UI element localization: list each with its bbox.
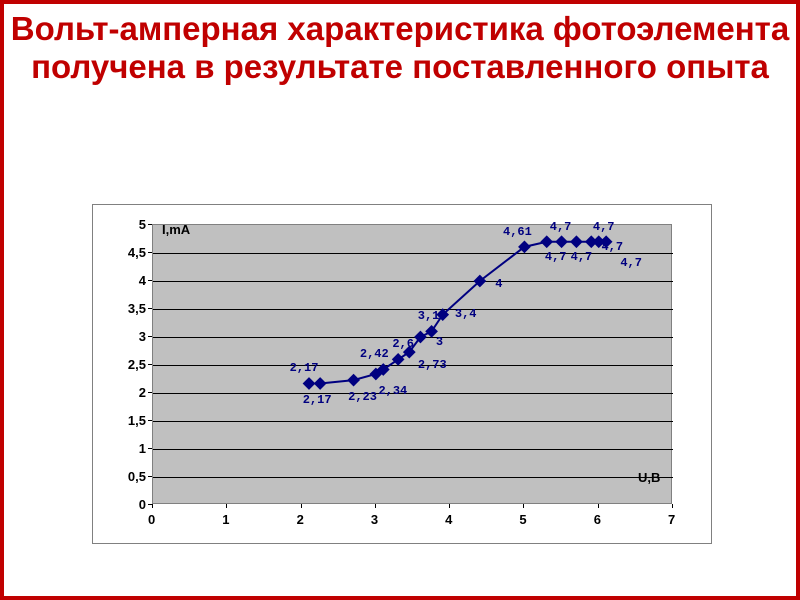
- y-tick-label: 0: [139, 497, 146, 512]
- y-tick-label: 2: [139, 385, 146, 400]
- x-tick: [672, 504, 673, 508]
- slide: Вольт-амперная характеристика фотоэлемен…: [0, 0, 800, 600]
- data-label: 2,6: [392, 337, 414, 351]
- data-marker: [570, 235, 583, 248]
- data-label: 2,73: [418, 358, 447, 372]
- data-label: 4,7: [601, 240, 623, 254]
- y-tick: [148, 392, 152, 393]
- data-label: 2,17: [290, 361, 319, 375]
- y-tick-label: 3,5: [128, 301, 146, 316]
- data-label: 2,42: [360, 347, 389, 361]
- x-axis-title: U,B: [638, 470, 660, 485]
- data-label: 4: [495, 277, 502, 291]
- data-label: 4,7: [571, 250, 593, 264]
- data-label: 2,23: [348, 390, 377, 404]
- data-marker: [303, 377, 316, 390]
- data-label: 4,7: [593, 220, 615, 234]
- x-tick-label: 4: [445, 512, 452, 527]
- y-tick-label: 4: [139, 273, 146, 288]
- data-label: 4,61: [503, 225, 532, 239]
- series: [153, 225, 673, 505]
- y-tick: [148, 252, 152, 253]
- y-axis-title: I,mA: [162, 222, 190, 237]
- x-tick-label: 6: [594, 512, 601, 527]
- y-tick-label: 4,5: [128, 245, 146, 260]
- slide-inner: Вольт-амперная характеристика фотоэлемен…: [4, 4, 796, 596]
- x-tick-label: 0: [148, 512, 155, 527]
- x-tick: [449, 504, 450, 508]
- data-label: 4,7: [550, 220, 572, 234]
- y-tick: [148, 476, 152, 477]
- plot-area: [152, 224, 672, 504]
- x-tick: [598, 504, 599, 508]
- data-label: 2,17: [303, 393, 332, 407]
- iv-chart: I,mA U,B 0 0,5 1 1,5 2 2,5 3 3,5 4 4,5 5 0 1 2 3 4 5 6 7 2,…: [92, 204, 712, 544]
- data-label: 4,7: [545, 250, 567, 264]
- x-tick: [523, 504, 524, 508]
- data-label: 4,7: [620, 256, 642, 270]
- x-tick-label: 5: [519, 512, 526, 527]
- y-tick: [148, 224, 152, 225]
- y-tick: [148, 448, 152, 449]
- x-tick: [226, 504, 227, 508]
- data-label: 3,4: [455, 307, 477, 321]
- y-tick-label: 3: [139, 329, 146, 344]
- y-tick-label: 1,5: [128, 413, 146, 428]
- y-tick: [148, 308, 152, 309]
- data-label: 2,34: [378, 384, 407, 398]
- y-tick: [148, 420, 152, 421]
- page-title: Вольт-амперная характеристика фотоэлемен…: [4, 4, 796, 86]
- y-tick-label: 2,5: [128, 357, 146, 372]
- data-label: 3: [436, 335, 443, 349]
- data-marker: [540, 235, 553, 248]
- y-tick-label: 1: [139, 441, 146, 456]
- y-tick: [148, 280, 152, 281]
- x-tick-label: 2: [297, 512, 304, 527]
- x-tick-label: 1: [222, 512, 229, 527]
- y-tick-label: 5: [139, 217, 146, 232]
- x-tick-label: 3: [371, 512, 378, 527]
- x-tick: [301, 504, 302, 508]
- data-label: 3,1: [418, 309, 440, 323]
- data-marker: [347, 374, 360, 387]
- x-tick: [152, 504, 153, 508]
- x-tick-label: 7: [668, 512, 675, 527]
- x-tick: [375, 504, 376, 508]
- y-tick: [148, 336, 152, 337]
- data-marker: [314, 377, 327, 390]
- data-marker: [555, 235, 568, 248]
- y-tick-label: 0,5: [128, 469, 146, 484]
- data-marker: [392, 353, 405, 366]
- y-tick: [148, 364, 152, 365]
